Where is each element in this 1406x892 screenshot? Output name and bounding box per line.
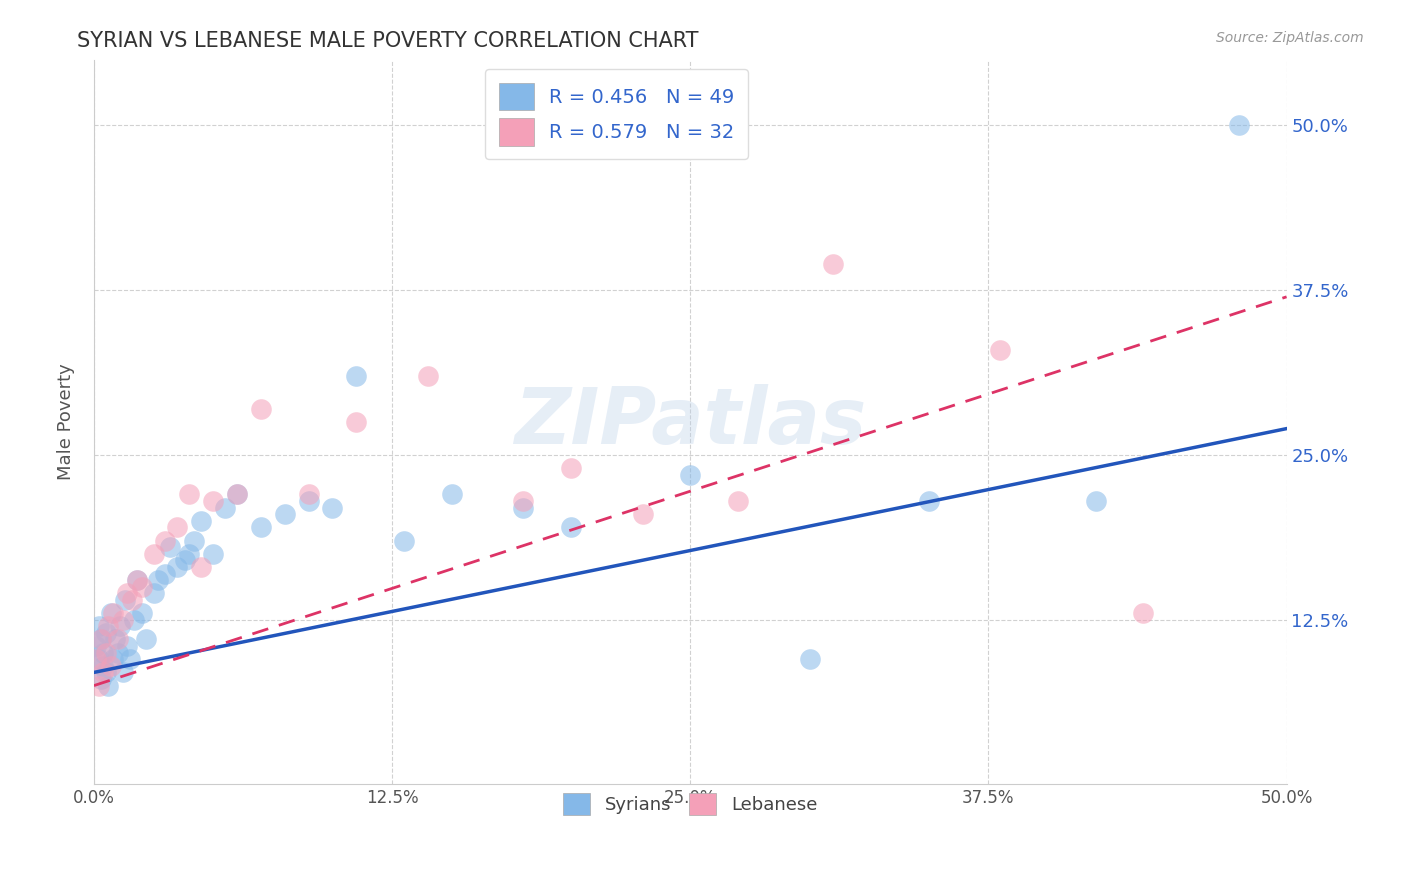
Point xyxy=(166,520,188,534)
Point xyxy=(118,652,141,666)
Point xyxy=(416,368,439,383)
Point xyxy=(179,487,201,501)
Point xyxy=(131,580,153,594)
Point xyxy=(560,520,582,534)
Point xyxy=(93,658,115,673)
Point xyxy=(226,487,249,501)
Point xyxy=(86,639,108,653)
Point xyxy=(135,632,157,647)
Point xyxy=(125,573,148,587)
Point xyxy=(94,665,117,680)
Point xyxy=(183,533,205,548)
Point xyxy=(202,547,225,561)
Text: SYRIAN VS LEBANESE MALE POVERTY CORRELATION CHART: SYRIAN VS LEBANESE MALE POVERTY CORRELAT… xyxy=(77,31,699,51)
Point xyxy=(512,500,534,515)
Point xyxy=(124,613,146,627)
Point xyxy=(166,560,188,574)
Point xyxy=(94,625,117,640)
Point xyxy=(125,573,148,587)
Point xyxy=(799,652,821,666)
Point xyxy=(86,652,108,666)
Point xyxy=(111,613,134,627)
Point xyxy=(440,487,463,501)
Point xyxy=(100,658,122,673)
Point xyxy=(392,533,415,548)
Text: ZIPatlas: ZIPatlas xyxy=(515,384,866,460)
Point xyxy=(142,586,165,600)
Point xyxy=(344,368,367,383)
Point xyxy=(250,520,273,534)
Point xyxy=(90,632,112,647)
Point xyxy=(297,494,319,508)
Y-axis label: Male Poverty: Male Poverty xyxy=(58,364,75,481)
Point xyxy=(93,646,115,660)
Point xyxy=(104,632,127,647)
Point xyxy=(1132,606,1154,620)
Text: Source: ZipAtlas.com: Source: ZipAtlas.com xyxy=(1216,31,1364,45)
Point xyxy=(226,487,249,501)
Point xyxy=(101,606,124,620)
Point xyxy=(250,401,273,416)
Point xyxy=(101,652,124,666)
Point xyxy=(108,619,131,633)
Point xyxy=(111,665,134,680)
Point xyxy=(727,494,749,508)
Point xyxy=(679,467,702,482)
Point xyxy=(107,632,129,647)
Point xyxy=(87,652,110,666)
Legend: Syrians, Lebanese: Syrians, Lebanese xyxy=(553,782,828,826)
Point xyxy=(87,619,110,633)
Point xyxy=(90,632,112,647)
Point xyxy=(560,461,582,475)
Point xyxy=(202,494,225,508)
Point xyxy=(93,665,115,680)
Point xyxy=(179,547,201,561)
Point xyxy=(148,573,170,587)
Point xyxy=(631,508,654,522)
Point xyxy=(297,487,319,501)
Point xyxy=(131,606,153,620)
Point xyxy=(100,606,122,620)
Point xyxy=(94,646,117,660)
Point xyxy=(274,508,297,522)
Point xyxy=(117,586,139,600)
Point xyxy=(117,639,139,653)
Point xyxy=(823,257,845,271)
Point xyxy=(90,672,112,686)
Point xyxy=(190,560,212,574)
Point xyxy=(1227,119,1250,133)
Point xyxy=(173,553,195,567)
Point xyxy=(512,494,534,508)
Point xyxy=(121,593,143,607)
Point xyxy=(142,547,165,561)
Point xyxy=(155,533,177,548)
Point xyxy=(159,540,181,554)
Point xyxy=(1084,494,1107,508)
Point xyxy=(988,343,1011,357)
Point xyxy=(155,566,177,581)
Point xyxy=(97,679,120,693)
Point xyxy=(97,619,120,633)
Point xyxy=(321,500,343,515)
Point xyxy=(918,494,941,508)
Point xyxy=(87,679,110,693)
Point xyxy=(114,593,136,607)
Point xyxy=(344,415,367,429)
Point xyxy=(107,646,129,660)
Point xyxy=(190,514,212,528)
Point xyxy=(214,500,236,515)
